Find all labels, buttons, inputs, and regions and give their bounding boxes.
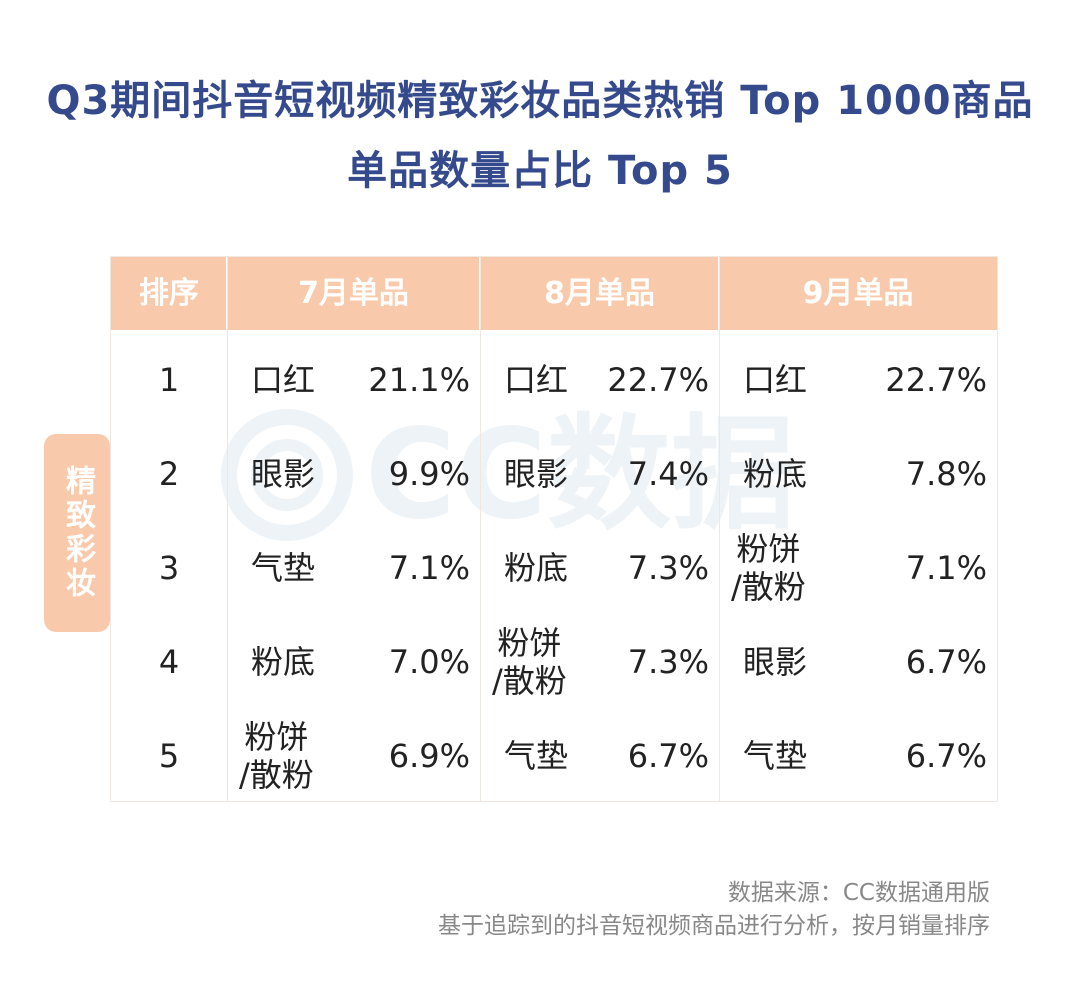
percentage-cell: 7.3% — [627, 549, 709, 587]
side-category-label: 精致彩妆 — [60, 465, 95, 601]
product-name-cell: 眼影 — [504, 455, 569, 493]
percentage-cell: 9.9% — [388, 455, 470, 493]
percentage-cell: 7.3% — [627, 643, 709, 681]
percentage-cell: 6.7% — [627, 737, 709, 775]
product-name-cell: 粉底 — [251, 643, 316, 681]
product-name-cell: 口红 — [251, 361, 316, 399]
chart-title-line1: Q3期间抖音短视频精致彩妆品类热销 Top 1000商品 — [46, 78, 1034, 124]
percentage-cell: 21.1% — [368, 361, 470, 399]
product-name-cell: 口红 — [743, 361, 808, 399]
column-header-2: 8月单品 — [544, 276, 655, 311]
product-name-cell: 粉饼/散粉 — [731, 521, 831, 615]
percentage-cell: 7.4% — [627, 455, 709, 493]
table-header: 排序 7月单品 8月单品 9月单品 — [111, 257, 997, 330]
column-header-1: 7月单品 — [298, 276, 409, 311]
column-header-0: 排序 — [139, 276, 199, 311]
chart-title-line2: 单品数量占比 Top 5 — [347, 148, 733, 194]
percentage-cell: 7.1% — [388, 549, 470, 587]
rank-cell: 1 — [158, 361, 180, 399]
column-divider — [227, 257, 228, 801]
column-divider — [480, 257, 481, 801]
product-name-cell: 眼影 — [743, 643, 808, 681]
percentage-cell: 7.1% — [905, 549, 987, 587]
product-name-cell: 气垫 — [504, 737, 569, 775]
product-name-cell: 粉底 — [504, 549, 569, 587]
product-name-cell: 气垫 — [251, 549, 316, 587]
product-name-cell: 粉底 — [743, 455, 808, 493]
ranking-table: 排序 7月单品 8月单品 9月单品 1 口红 21.1% 口红 22.7% 口红 22.7% 2 眼影… — [110, 256, 998, 802]
product-name-cell: 口红 — [504, 361, 569, 399]
product-name-part: 粉饼/散粉 — [731, 530, 806, 606]
rank-cell: 3 — [158, 549, 180, 587]
product-name-part: 粉饼/散粉 — [492, 624, 567, 700]
side-category-tag: 精致彩妆 — [44, 434, 110, 632]
percentage-cell: 22.7% — [607, 361, 709, 399]
product-name-cell: 粉饼/散粉 — [239, 709, 339, 803]
percentage-cell: 6.7% — [905, 737, 987, 775]
source-note: 数据来源：CC数据通用版 — [727, 880, 990, 906]
rank-cell: 5 — [158, 737, 180, 775]
product-name-cell: 气垫 — [743, 737, 808, 775]
column-header-3: 9月单品 — [802, 276, 914, 311]
product-name-part: 粉饼/散粉 — [239, 718, 314, 794]
rank-cell: 4 — [158, 643, 180, 681]
method-note: 基于追踪到的抖音短视频商品进行分析，按月销量排序 — [438, 913, 990, 939]
column-divider — [719, 257, 720, 801]
product-name-cell: 粉饼/散粉 — [492, 615, 592, 709]
percentage-cell: 6.7% — [905, 643, 987, 681]
percentage-cell: 22.7% — [885, 361, 987, 399]
rank-cell: 2 — [158, 455, 180, 493]
percentage-cell: 7.8% — [905, 455, 987, 493]
product-name-cell: 眼影 — [251, 455, 316, 493]
percentage-cell: 6.9% — [388, 737, 470, 775]
percentage-cell: 7.0% — [388, 643, 470, 681]
